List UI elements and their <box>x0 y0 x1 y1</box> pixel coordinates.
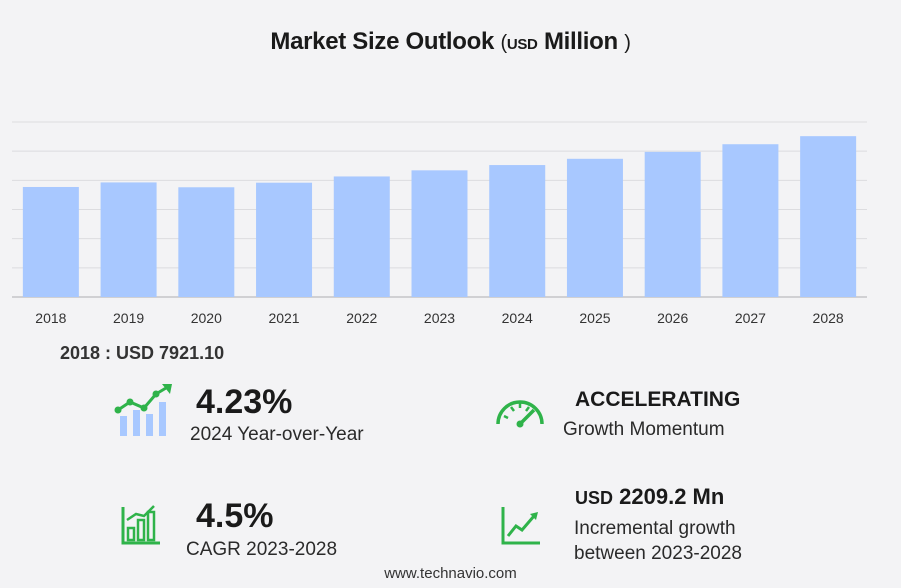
title-text: Market Size Outlook <box>270 28 495 55</box>
x-tick-label: 2023 <box>424 310 455 326</box>
title-unit-word: Million <box>543 28 618 55</box>
incremental-value: 2209.2 Mn <box>619 484 725 509</box>
bar-2022 <box>333 176 390 297</box>
x-tick-label: 2021 <box>268 310 299 326</box>
title-paren-close: ) <box>624 32 631 54</box>
incremental-head: USD 2209.2 Mn <box>575 484 724 510</box>
yoy-label: 2024 Year-over-Year <box>190 424 364 445</box>
bar-2028 <box>800 136 857 297</box>
title-unit: USD <box>506 36 538 53</box>
bar-2023 <box>411 170 468 297</box>
bar-2024 <box>489 165 546 297</box>
momentum-label: Growth Momentum <box>563 419 725 440</box>
x-tick-label: 2026 <box>657 310 688 326</box>
x-tick-label: 2024 <box>502 310 533 326</box>
bar-2020 <box>178 187 235 297</box>
incremental-label-line1: Incremental growth <box>574 518 736 539</box>
bar-2021 <box>256 182 313 297</box>
x-tick-label: 2022 <box>346 310 377 326</box>
bar-2018 <box>22 186 79 297</box>
bar-2027 <box>722 144 779 297</box>
bar-2026 <box>644 151 701 297</box>
cagr-value: 4.5% <box>196 497 274 535</box>
footer-url: www.technavio.com <box>384 565 517 582</box>
chart-title: Market Size Outlook (USD Million ) <box>0 28 901 56</box>
speedometer-icon <box>496 400 544 428</box>
bar-chart: 2018 2019 2020 2021 2022 2023 2024 2025 2026 2027… <box>12 121 867 326</box>
momentum-head: ACCELERATING <box>575 388 741 411</box>
incremental-label-line2: between 2023-2028 <box>574 543 742 564</box>
bar-growth-icon <box>114 384 172 436</box>
incremental-currency: USD <box>575 488 614 508</box>
x-tick-label: 2018 <box>35 310 66 326</box>
x-tick-label: 2028 <box>813 310 844 326</box>
cagr-label: CAGR 2023-2028 <box>186 539 338 560</box>
bar-2025 <box>566 158 623 297</box>
baseline-value: 2018 : USD 7921.10 <box>60 343 225 363</box>
bar-2019 <box>100 182 157 297</box>
yoy-value: 4.23% <box>196 383 293 421</box>
x-tick-label: 2020 <box>191 310 222 326</box>
x-tick-label: 2019 <box>113 310 144 326</box>
x-tick-label: 2027 <box>735 310 766 326</box>
bar-chart-icon <box>121 505 160 545</box>
x-tick-label: 2025 <box>579 310 610 326</box>
line-chart-icon <box>501 507 540 545</box>
title-paren-open: ( <box>500 32 507 54</box>
